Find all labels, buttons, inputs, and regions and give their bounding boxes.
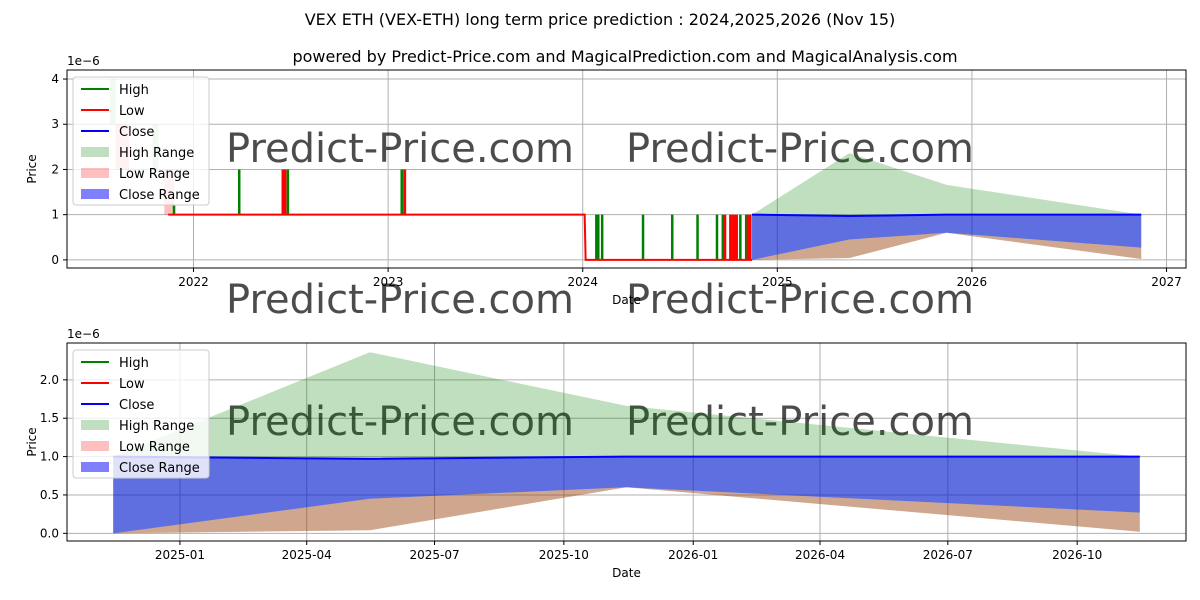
legend-label: Low: [119, 377, 145, 392]
axes-frame: [66, 342, 1187, 542]
y-tick-label: 0.0: [40, 526, 59, 540]
watermark: Predict-Price.com: [626, 126, 974, 172]
legend-label: High: [119, 83, 149, 98]
y-tick-label: 1.0: [40, 450, 59, 464]
low-line: [168, 213, 753, 261]
legend-label: Low Range: [119, 167, 190, 182]
watermark: Predict-Price.com: [626, 399, 974, 445]
chart-subtitle: powered by Predict-Price.com and Magical…: [292, 47, 957, 66]
x-tick-label: 2025-04: [282, 548, 332, 562]
legend-label: Close Range: [119, 461, 200, 476]
y-axis-label: Price: [25, 154, 39, 183]
y-tick-label: 2.0: [40, 373, 59, 387]
legend-label: Low: [119, 104, 145, 119]
x-tick-label: 2027: [1151, 275, 1182, 289]
close-range-band: [113, 456, 1140, 534]
x-tick-label: 2025-01: [155, 548, 205, 562]
bottom-axes: 2025-01 2025-04 2025-07 2025-10 2026-01 2026-…: [25, 327, 1187, 580]
watermark: Predict-Price.com: [226, 126, 574, 172]
x-tick-label: 2026-07: [923, 548, 973, 562]
close-line: [113, 455, 1140, 460]
x-axis-label: Date: [612, 293, 641, 307]
legend-label: Low Range: [119, 440, 190, 455]
legend: High Low Close High Range Low Range Close Ran…: [72, 76, 210, 206]
legend-swatch-patch: [81, 168, 109, 178]
legend-swatch-patch: [81, 420, 109, 430]
x-tick-label: 2026-04: [795, 548, 845, 562]
y-tick-label: 1.5: [40, 411, 59, 425]
x-tick-label: 2026: [957, 275, 988, 289]
legend-label: High: [119, 356, 149, 371]
legend-swatch-patch: [81, 462, 109, 472]
legend-swatch-patch: [81, 189, 109, 199]
y-tick-label: 3: [51, 117, 59, 131]
y-offset-label: 1e−6: [67, 327, 100, 341]
x-tick-label: 2025: [762, 275, 793, 289]
y-axis-label: Price: [25, 427, 39, 456]
legend-label: Close: [119, 398, 154, 413]
legend-label: High Range: [119, 146, 194, 161]
close-line: [752, 213, 1142, 218]
close-range-band: [752, 214, 1142, 260]
y-tick-label: 2: [51, 162, 59, 176]
y-offset-label: 1e−6: [67, 54, 100, 68]
x-axis-label: Date: [612, 566, 641, 580]
x-tick-label: 2026-10: [1052, 548, 1102, 562]
axes-frame: [66, 69, 1187, 269]
legend-swatch-patch: [81, 441, 109, 451]
x-tick-label: 2023: [373, 275, 404, 289]
x-tick-label: 2025-10: [539, 548, 589, 562]
watermark: Predict-Price.com: [626, 277, 974, 323]
y-tick-label: 4: [51, 72, 59, 86]
legend: High Low Close High Range Low Range Close Ran…: [72, 349, 210, 479]
y-tick-label: 1: [51, 208, 59, 222]
watermark: Predict-Price.com: [226, 399, 574, 445]
x-tick-label: 2025-07: [409, 548, 459, 562]
x-tick-label: 2022: [178, 275, 209, 289]
legend-label: Close: [119, 125, 154, 140]
low-range-band: [752, 232, 1142, 260]
x-tick-label: 2026-01: [668, 548, 718, 562]
legend-label: Close Range: [119, 188, 200, 203]
plot-area: [113, 352, 1140, 534]
legend-label: High Range: [119, 419, 194, 434]
legend-swatch-patch: [81, 147, 109, 157]
y-tick-label: 0: [51, 253, 59, 267]
watermark: Predict-Price.com: [226, 277, 574, 323]
top-axes: 2022 2023 2024 2025 2026 2027 0 1 2 3 4 Predict-Pri…: [25, 54, 1187, 323]
chart-title: VEX ETH (VEX-ETH) long term price predic…: [305, 10, 896, 29]
x-tick-label: 2024: [567, 275, 598, 289]
y-tick-label: 0.5: [40, 488, 59, 502]
